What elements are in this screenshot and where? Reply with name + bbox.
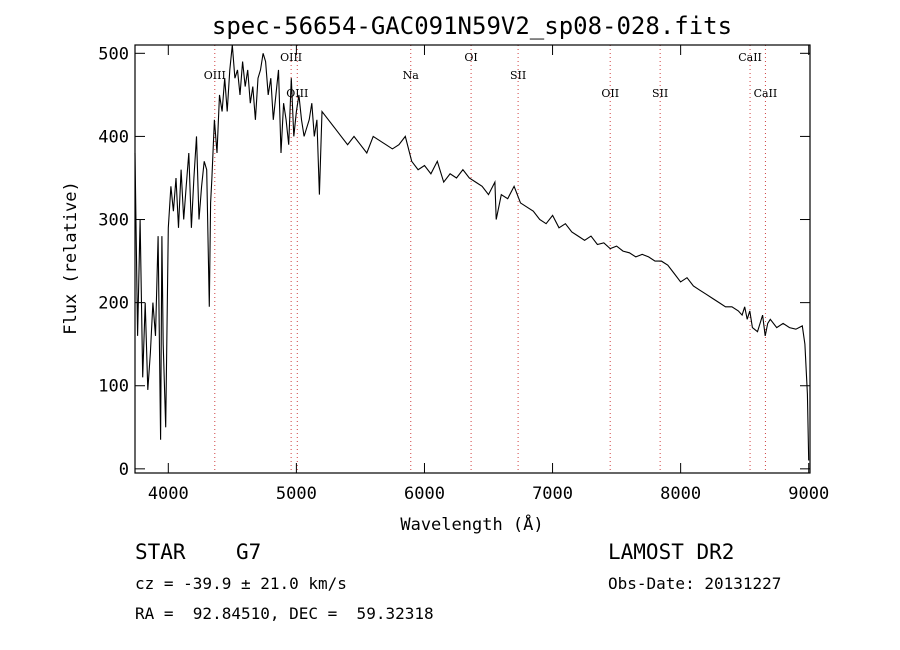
y-tick-label: 300 [98, 211, 129, 231]
x-tick-label: 6000 [404, 484, 445, 504]
velocity-text: cz = -39.9 ± 21.0 km/s [135, 574, 347, 593]
object-subclass: G7 [236, 540, 262, 564]
obs-date-text: Obs-Date: 20131227 [608, 574, 782, 593]
x-tick-label: 7000 [532, 484, 573, 504]
y-tick-label: 0 [119, 460, 129, 480]
marker-label: SII [510, 69, 526, 82]
x-tick-label: 9000 [788, 484, 829, 504]
marker-label: SII [652, 87, 668, 100]
marker-label: OIII [204, 69, 226, 82]
x-tick-label: 4000 [148, 484, 189, 504]
x-tick-label: 8000 [660, 484, 701, 504]
plot-frame [134, 44, 811, 474]
marker-label: CaII [738, 51, 762, 64]
y-tick-label: 500 [98, 44, 129, 64]
marker-label: OIII [286, 87, 308, 100]
marker-label: CaII [754, 87, 778, 100]
x-axis-label: Wavelength (Å) [400, 513, 543, 535]
marker-label: OII [601, 87, 619, 100]
y-tick-label: 200 [98, 294, 129, 314]
chart-title: spec-56654-GAC091N59V2_sp08-028.fits [212, 12, 732, 40]
x-tick-label: 5000 [276, 484, 317, 504]
spectrum-line [134, 44, 810, 461]
survey-name: LAMOST DR2 [608, 540, 735, 564]
marker-label: OI [464, 51, 477, 64]
y-axis-label: Flux (relative) [61, 181, 81, 335]
marker-label: Na [403, 69, 420, 82]
y-tick-label: 100 [98, 377, 129, 397]
object-class: STAR [135, 540, 186, 564]
y-tick-label: 400 [98, 127, 129, 147]
coordinates-text: RA = 92.84510, DEC = 59.32318 [135, 604, 434, 623]
marker-label: OIII [280, 51, 302, 64]
